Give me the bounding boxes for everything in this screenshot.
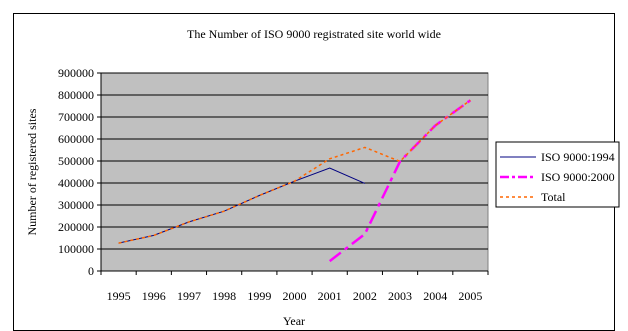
x-axis-ticks: 1995 1996 1997 1998 1999 2000 2001 2002 2003 2004… <box>100 271 489 303</box>
x-tick-label: 2001 <box>318 289 342 303</box>
legend-box <box>495 141 620 208</box>
y-axis-label: Number of registered sites <box>25 108 39 235</box>
x-tick-label: 2003 <box>388 289 412 303</box>
x-tick-label: 2002 <box>353 289 377 303</box>
y-axis-ticks: 0 100000 200000 300000 400000 500000 600000 700… <box>58 66 101 278</box>
legend-label: ISO 9000:1994 <box>541 150 615 164</box>
y-tick-label: 600000 <box>58 132 94 146</box>
x-tick-label: 1996 <box>142 289 166 303</box>
y-tick-label: 0 <box>88 264 94 278</box>
gridlines <box>101 72 488 250</box>
x-tick-label: 2004 <box>423 289 447 303</box>
x-tick-label: 1998 <box>212 289 236 303</box>
x-tick-label: 1995 <box>107 289 131 303</box>
plot-area <box>100 72 489 272</box>
x-tick-label: 1997 <box>177 289 201 303</box>
y-tick-label: 200000 <box>58 220 94 234</box>
y-tick-label: 100000 <box>58 242 94 256</box>
y-tick-label: 300000 <box>58 198 94 212</box>
series-layer <box>118 99 472 263</box>
x-axis-label: Year <box>283 314 305 328</box>
y-tick-label: 400000 <box>58 176 94 190</box>
series-line-total <box>118 99 471 244</box>
x-tick-label: 1999 <box>247 289 271 303</box>
chart-title: The Number of ISO 9000 registrated site … <box>187 27 441 41</box>
legend-label: Total <box>541 190 566 204</box>
y-tick-label: 500000 <box>58 154 94 168</box>
y-tick-label: 800000 <box>58 88 94 102</box>
y-tick-label: 900000 <box>58 66 94 80</box>
x-tick-label: 2000 <box>283 289 307 303</box>
legend-label: ISO 9000:2000 <box>541 170 615 184</box>
legend: ISO 9000:1994 ISO 9000:2000 Total <box>495 141 620 208</box>
x-tick-label: 2005 <box>458 289 482 303</box>
y-tick-label: 700000 <box>58 110 94 124</box>
